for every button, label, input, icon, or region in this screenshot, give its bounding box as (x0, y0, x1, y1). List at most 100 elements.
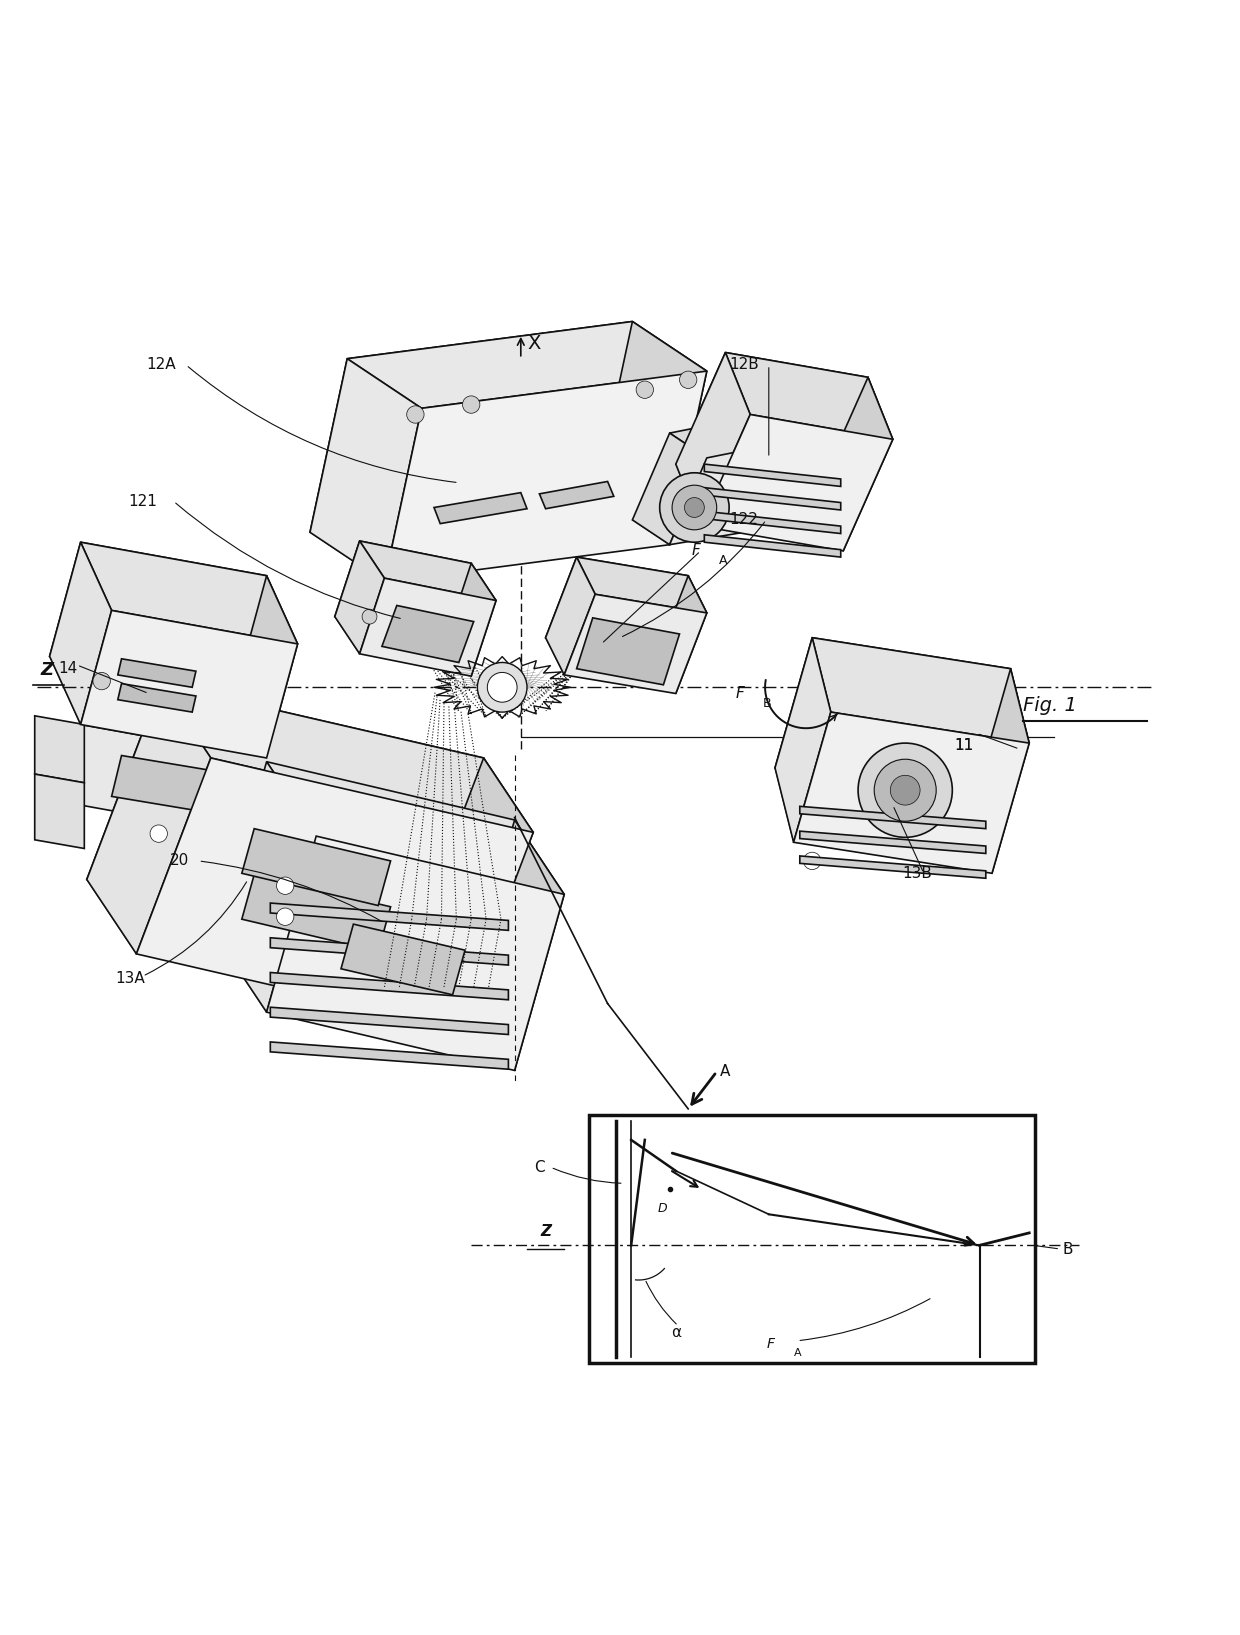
Polygon shape (725, 353, 893, 440)
Polygon shape (657, 576, 707, 693)
Polygon shape (818, 378, 893, 551)
Polygon shape (81, 724, 267, 839)
Polygon shape (632, 420, 732, 520)
Text: F: F (735, 687, 744, 701)
Polygon shape (270, 973, 508, 999)
Circle shape (93, 672, 110, 690)
Polygon shape (341, 924, 465, 994)
Polygon shape (800, 857, 986, 878)
Polygon shape (577, 618, 680, 685)
Polygon shape (217, 762, 515, 996)
Text: 20: 20 (170, 853, 190, 868)
Circle shape (804, 852, 821, 870)
Circle shape (636, 381, 653, 399)
Circle shape (362, 610, 377, 625)
Text: 121: 121 (128, 494, 157, 508)
Polygon shape (409, 759, 533, 1028)
Text: A: A (719, 554, 728, 567)
Polygon shape (382, 605, 474, 662)
Text: C: C (534, 1159, 544, 1174)
Polygon shape (704, 464, 841, 487)
Polygon shape (242, 829, 391, 906)
Polygon shape (360, 541, 496, 600)
Polygon shape (775, 638, 1011, 800)
Polygon shape (360, 579, 496, 677)
Text: A: A (794, 1349, 801, 1359)
Text: D: D (657, 1202, 667, 1215)
Text: B: B (763, 697, 771, 710)
Circle shape (672, 486, 717, 530)
Polygon shape (434, 492, 527, 523)
Polygon shape (50, 543, 112, 724)
Text: 122: 122 (729, 512, 759, 528)
Polygon shape (35, 716, 84, 783)
Polygon shape (35, 773, 84, 849)
Polygon shape (236, 576, 298, 759)
Text: Z: Z (541, 1225, 552, 1239)
Polygon shape (800, 831, 986, 853)
Polygon shape (676, 353, 868, 489)
Polygon shape (267, 762, 564, 894)
Polygon shape (87, 683, 484, 953)
Polygon shape (270, 903, 508, 930)
Polygon shape (676, 353, 750, 526)
Polygon shape (270, 1007, 508, 1035)
Circle shape (874, 759, 936, 821)
Polygon shape (335, 541, 384, 654)
Polygon shape (577, 558, 707, 613)
Polygon shape (707, 420, 769, 533)
Polygon shape (310, 322, 632, 533)
Polygon shape (310, 358, 422, 582)
Polygon shape (546, 558, 595, 675)
Polygon shape (632, 433, 707, 544)
Polygon shape (118, 659, 196, 687)
Polygon shape (670, 445, 769, 544)
Text: A: A (720, 1064, 730, 1079)
Text: X: X (527, 334, 541, 353)
Polygon shape (50, 543, 267, 690)
Polygon shape (347, 322, 707, 409)
Text: 11: 11 (955, 737, 975, 754)
Polygon shape (546, 558, 688, 656)
Polygon shape (161, 683, 533, 832)
Circle shape (277, 876, 294, 894)
Polygon shape (812, 638, 1029, 742)
Polygon shape (270, 1041, 508, 1069)
Polygon shape (800, 806, 986, 829)
Circle shape (858, 742, 952, 837)
Polygon shape (973, 669, 1029, 873)
Polygon shape (217, 762, 316, 1012)
Polygon shape (704, 512, 841, 533)
Polygon shape (242, 875, 391, 952)
Circle shape (150, 826, 167, 842)
Circle shape (277, 907, 294, 925)
Text: 13B: 13B (903, 867, 932, 881)
Polygon shape (335, 541, 471, 639)
Circle shape (477, 662, 527, 713)
Circle shape (407, 405, 424, 423)
Polygon shape (81, 610, 298, 759)
Polygon shape (465, 821, 564, 1071)
Polygon shape (446, 564, 496, 677)
Polygon shape (118, 683, 196, 713)
Polygon shape (87, 683, 211, 953)
Polygon shape (564, 594, 707, 693)
Polygon shape (701, 415, 893, 551)
Text: 12B: 12B (729, 358, 759, 373)
Bar (589, 1115, 1035, 1364)
Text: F: F (692, 543, 701, 559)
Text: 13A: 13A (115, 971, 145, 986)
Circle shape (684, 497, 704, 517)
Circle shape (660, 473, 729, 543)
Text: 11: 11 (955, 737, 975, 754)
Text: 14: 14 (58, 661, 78, 677)
Polygon shape (595, 322, 707, 544)
Text: B: B (1063, 1241, 1073, 1257)
Circle shape (463, 396, 480, 414)
Polygon shape (384, 371, 707, 582)
Text: α: α (671, 1324, 681, 1339)
Polygon shape (539, 481, 614, 508)
Polygon shape (794, 713, 1029, 873)
Text: 12A: 12A (146, 358, 176, 373)
Polygon shape (704, 487, 841, 510)
